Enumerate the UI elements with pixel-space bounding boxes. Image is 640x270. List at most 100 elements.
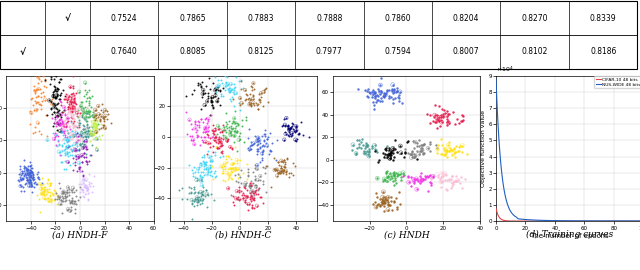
Point	[416, 179, 426, 183]
Point	[290, 164, 300, 168]
Point	[59, 131, 69, 135]
Point	[54, 122, 65, 126]
Point	[190, 118, 200, 123]
Point	[211, 87, 221, 91]
Point	[60, 135, 70, 139]
Point	[84, 110, 94, 114]
Point	[203, 133, 213, 137]
Point	[80, 113, 90, 118]
Point	[57, 138, 67, 142]
Point	[296, 120, 307, 124]
Point	[63, 105, 73, 109]
Point	[68, 91, 78, 96]
Point	[371, 93, 381, 98]
Point	[58, 124, 68, 129]
Point	[233, 122, 243, 126]
Point	[255, 178, 265, 183]
Point	[79, 154, 90, 159]
Point	[35, 45, 45, 49]
Point	[63, 160, 74, 164]
Point	[60, 194, 70, 198]
Point	[236, 79, 246, 83]
Point	[448, 181, 458, 186]
Point	[291, 124, 301, 128]
Point	[191, 178, 202, 182]
Point	[269, 167, 279, 171]
Point	[250, 174, 260, 178]
Point	[33, 73, 44, 77]
Point	[64, 94, 74, 99]
Point	[252, 204, 262, 208]
Point	[46, 100, 56, 104]
Point	[207, 103, 218, 107]
Point	[60, 150, 70, 155]
Point	[69, 106, 79, 110]
Point	[78, 127, 88, 131]
Point	[376, 90, 386, 94]
Point	[45, 65, 55, 70]
Point	[284, 132, 294, 136]
Point	[62, 100, 72, 104]
Point	[364, 149, 374, 153]
Point	[273, 159, 283, 164]
Point	[249, 196, 259, 200]
Point	[242, 195, 252, 199]
Point	[245, 195, 255, 199]
Point	[384, 87, 394, 92]
Point	[49, 105, 60, 110]
Point	[52, 93, 62, 97]
Point	[78, 107, 88, 112]
Point	[196, 190, 206, 194]
Point	[200, 103, 210, 107]
Point	[100, 126, 110, 130]
Point	[244, 100, 255, 104]
Point	[250, 163, 260, 167]
Point	[372, 195, 382, 199]
Point	[63, 116, 73, 121]
Point	[426, 177, 436, 181]
Point	[58, 133, 68, 137]
Point	[244, 92, 255, 96]
Point	[17, 169, 27, 173]
Point	[244, 202, 254, 206]
Point	[60, 196, 70, 200]
Point	[457, 119, 467, 123]
Point	[433, 118, 444, 122]
Point	[93, 104, 104, 108]
Point	[82, 185, 92, 190]
Point	[47, 191, 58, 196]
Point	[82, 188, 92, 192]
Point	[60, 198, 70, 203]
Point	[81, 144, 91, 149]
Point	[42, 138, 52, 142]
Point	[53, 109, 63, 113]
Point	[205, 113, 215, 117]
Point	[55, 92, 65, 97]
Point	[28, 175, 38, 179]
Point	[56, 130, 67, 134]
Point	[60, 113, 70, 117]
Point	[282, 124, 292, 129]
Point	[81, 185, 91, 189]
Point	[88, 124, 98, 129]
Point	[204, 155, 214, 159]
Point	[285, 126, 295, 130]
Point	[228, 126, 239, 130]
Point	[220, 135, 230, 140]
Point	[75, 168, 85, 173]
Point	[81, 177, 92, 182]
Point	[90, 116, 100, 120]
Point	[207, 135, 217, 140]
Point	[198, 185, 208, 189]
Point	[74, 107, 84, 112]
Point	[25, 178, 35, 182]
Point	[70, 132, 80, 137]
Point	[42, 138, 52, 142]
Point	[88, 122, 98, 127]
Point	[70, 148, 80, 152]
Point	[229, 116, 239, 120]
Point	[354, 138, 364, 143]
Point	[22, 171, 32, 176]
Point	[412, 187, 422, 191]
Point	[248, 141, 259, 146]
